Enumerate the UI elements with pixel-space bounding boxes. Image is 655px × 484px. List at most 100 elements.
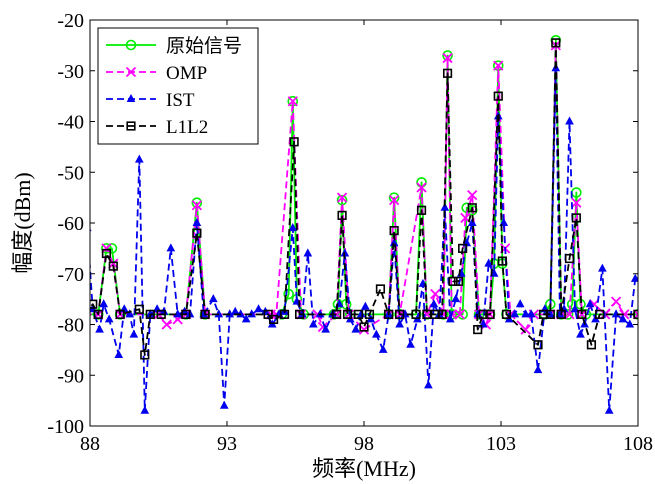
series-2-point-57 [424,380,433,389]
series-2-point-65 [467,217,477,226]
series-2-point-87 [585,299,595,308]
series-2-point-37 [308,319,318,328]
y-tick-label-6: -40 [57,112,84,134]
series-2-point-14 [166,243,176,252]
series-3-point-16 [289,137,299,147]
series-2-point-94 [630,273,638,282]
series-2-point-18 [192,217,202,226]
series-2-point-46 [361,301,370,310]
series-3-point-9 [156,309,166,319]
series-3-point-54 [633,309,638,319]
series-2-point-7 [125,309,135,318]
series-2-point-8 [129,329,139,338]
series-2-point-90 [604,405,614,414]
legend-box [97,27,259,145]
series-2-point-85 [576,329,585,338]
series-3-point-34 [448,276,458,286]
series-3-point-8 [145,309,155,319]
series-1-point-28 [442,52,453,64]
series-3-point-28 [411,309,421,319]
series-2-point-93 [625,319,635,328]
series-2-point-28 [254,304,263,313]
series-1-point-49 [610,296,622,307]
series-2-point-10 [140,405,150,414]
series-2-point-20 [208,294,218,303]
series-1-point-18 [336,192,348,203]
series-1-point-9 [191,200,202,211]
series-0-point-27 [457,309,468,320]
series-2-point-49 [378,344,388,353]
series-2-point-5 [114,349,124,358]
series-3-point-21 [353,309,364,319]
series-3-point-3 [101,248,112,259]
series-2-point-74 [515,299,525,308]
series-3-point-4 [108,261,118,271]
x-tick-label-1: 93 [217,433,237,455]
series-2-point-73 [510,309,520,318]
series-3-point-5 [115,309,125,319]
series-1-point-22 [389,195,400,206]
series-2-point-62 [451,294,461,303]
series-1-point-6 [161,319,172,330]
series-3-point-15 [279,309,290,319]
series-line-3 [90,41,638,356]
series-2-point-22 [219,400,229,409]
series-1-point-45 [571,197,582,208]
series-3-point-25 [384,309,394,319]
series-2-point-76 [526,309,536,318]
series-2-point-3 [99,299,109,308]
legend-label-1: OMP [166,63,207,84]
legend-label-2: IST [166,90,195,111]
legend-label-0: 原始信号 [166,35,242,57]
series-3-point-43 [501,309,512,319]
series-3-point-20 [342,309,353,319]
series-3-point-51 [577,309,587,319]
x-tick-label-2: 98 [354,433,374,455]
series-3-point-37 [467,203,477,213]
y-tick-label-1: -90 [57,365,84,387]
legend-marker-3 [126,121,136,131]
series-3-point-49 [564,253,575,264]
series-2-point-68 [484,258,494,267]
series-3-point-6 [134,304,144,314]
series-2-point-2 [95,324,104,333]
x-tick-label-3: 103 [486,433,516,455]
series-3-point-40 [485,309,495,319]
series-3-point-1 [90,299,98,309]
series-2-point-52 [395,319,404,328]
series-1-point-26 [430,288,441,300]
series-2-point-77 [533,365,543,374]
series-2-point-84 [570,304,580,313]
series-3-point-27 [395,309,405,319]
series-2-point-83 [565,116,574,125]
legend-marker-0 [125,39,137,51]
series-3-point-36 [458,243,468,253]
series-3-point-32 [437,309,447,319]
series-3-point-7 [140,350,150,360]
series-2-point-39 [321,324,330,333]
series-1-point-30 [454,309,466,320]
x-tick-label-0: 88 [80,433,100,455]
ticks-layer: 88 93 98 103 108 -100 -90 -80 -70 -60 -50 -40 -30 -20 [47,10,653,455]
series-line-1 [90,44,638,331]
series-2-point-44 [351,324,361,333]
series-3-point-46 [545,309,555,319]
y-axis-title: 幅度(dBm) [10,172,35,273]
series-2-point-48 [371,329,381,338]
series-1-point-36 [493,60,504,71]
y-tick-label-2: -80 [57,315,84,337]
series-2-point-61 [445,314,455,323]
series-0-point-2 [101,243,112,254]
y-tick-label-4: -60 [57,213,84,235]
y-tick-label-5: -50 [57,162,84,184]
series-0-point-9 [283,288,294,300]
series-1-point-32 [467,189,478,201]
series-3-point-13 [263,309,273,319]
y-tick-label-0: -100 [47,416,84,438]
series-3-point-52 [586,340,597,350]
series-3-point-17 [295,309,305,319]
series-3 [90,38,638,360]
y-tick-label-3: -70 [57,264,84,286]
series-2-point-92 [618,314,628,323]
series-3-point-18 [331,309,342,319]
